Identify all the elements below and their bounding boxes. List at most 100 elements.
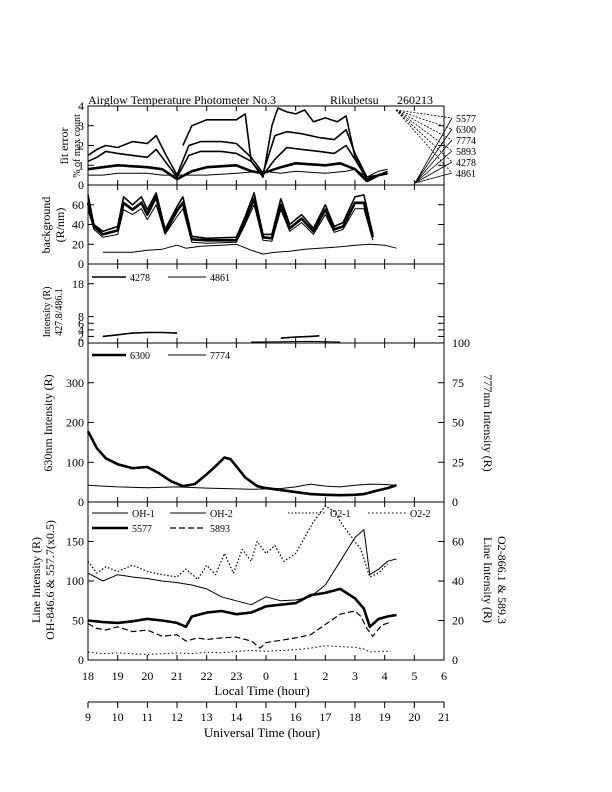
y-tick-label: 4	[78, 99, 84, 113]
series-line-a	[88, 168, 388, 178]
series-line-bg-low	[102, 243, 397, 255]
y-tick-label: 200	[66, 416, 84, 430]
y-tick-label: 0	[78, 336, 84, 350]
legend-label: 5577	[132, 524, 152, 535]
ohna-y2label-1: Line Intensity (R)	[481, 537, 495, 623]
y-tick-label: 100	[66, 455, 84, 469]
ohna-y2label-2: O2-866.1 & 589.3	[495, 536, 509, 624]
title-station: Rikubetsu	[330, 93, 379, 107]
x-ut-tick-label: 19	[379, 710, 391, 724]
fit-label-leader	[395, 109, 453, 130]
series-line-7774	[87, 483, 397, 490]
fit-series-label: 4278	[456, 158, 476, 169]
series-line-6300	[86, 430, 397, 497]
y-tick-label: 2	[78, 329, 84, 343]
y2-tick-label: 100	[452, 336, 470, 350]
series-line-bg-c	[87, 204, 374, 244]
fit-label-leader	[395, 109, 453, 163]
x-ut-tick-label: 16	[290, 710, 302, 724]
fit-label-leader	[395, 109, 453, 174]
fit-label-leader	[414, 172, 453, 184]
x-local-tick-label: 4	[382, 669, 388, 683]
series-line-b	[87, 162, 388, 183]
legend-label: 5893	[210, 524, 230, 535]
fit-series-label: 5577	[456, 114, 476, 125]
panel-oi-frame	[87, 342, 445, 503]
y-tick-label: 0	[78, 495, 84, 509]
y-tick-label: 60	[72, 198, 84, 212]
legend-label: 4278	[130, 273, 150, 284]
series-line-5577	[87, 587, 397, 629]
fit-series-label: 6300	[456, 125, 476, 136]
y-tick-label: 0	[78, 653, 84, 667]
x-ut-tick-label: 21	[438, 710, 450, 724]
y-tick-label: 18	[72, 277, 84, 291]
x-ut-tick-label: 14	[230, 710, 242, 724]
x-local-tick-label: 22	[201, 669, 213, 683]
legend-label: OH-2	[210, 509, 233, 520]
y-tick-label: 1	[78, 158, 84, 172]
y-tick-label: 50	[72, 614, 84, 628]
y-tick-label: 0	[78, 178, 84, 192]
fit-label-leader	[414, 128, 453, 184]
x-local-label: Local Time (hour)	[214, 683, 309, 698]
x-local-tick-label: 6	[441, 669, 447, 683]
fit-series-label: 7774	[456, 136, 476, 147]
y-tick-label: 300	[66, 376, 84, 390]
series-line-oh-1	[87, 529, 397, 606]
fit-label-leader	[414, 117, 453, 184]
y-tick-label: 6	[78, 316, 84, 330]
series-line-o2-1	[87, 645, 391, 655]
x-local-tick-label: 23	[230, 669, 242, 683]
ohna-ylabel-1: Line Intensity (R)	[29, 537, 43, 623]
series-line-5893	[87, 610, 391, 649]
x-ut-label: Universal Time (hour)	[204, 725, 320, 740]
x-local-tick-label: 21	[171, 669, 183, 683]
series-line-c	[87, 144, 388, 180]
legend-label: 4861	[210, 273, 230, 284]
legend-label: 7774	[210, 351, 230, 362]
bg-ylabel-2: (R/nm)	[53, 208, 67, 243]
y-tick-label: 150	[66, 535, 84, 549]
oi-y2label: 777nm Intensity (R)	[481, 374, 495, 471]
series-line-bg-a	[87, 192, 374, 240]
fit-label-leader	[414, 139, 453, 184]
y-tick-label: 2	[78, 139, 84, 153]
x-local-tick-label: 0	[263, 669, 269, 683]
x-ut-tick-label: 12	[171, 710, 183, 724]
legend-label: O2-2	[410, 509, 431, 520]
x-ut-tick-label: 15	[260, 710, 272, 724]
legend-label: O2-1	[330, 509, 351, 520]
y-tick-label: 3	[78, 119, 84, 133]
x-ut-tick-label: 11	[142, 710, 154, 724]
fit-ylabel-1: fit error	[57, 128, 71, 165]
x-local-tick-label: 19	[112, 669, 124, 683]
x-ut-tick-label: 20	[408, 710, 420, 724]
title-left: Airglow Temperature Photometer No.3	[88, 93, 276, 107]
fit-label-leader	[395, 109, 453, 152]
oi-ylabel: 630nm Intensity (R)	[41, 374, 55, 471]
x-ut-tick-label: 17	[319, 710, 331, 724]
blue-ylabel-2: 427.8/486.1	[54, 288, 65, 336]
dynamic-layer: 18 19 20 21 22 23 0 1 2 3 4 5 69 10 11 12 13 14 15 16 17 18 19…	[66, 99, 476, 724]
y-tick-label: 20	[72, 237, 84, 251]
bg-ylabel-1: background	[39, 197, 53, 254]
title-date: 260213	[397, 93, 433, 107]
x-ut-tick-label: 18	[349, 710, 361, 724]
x-ut-tick-label: 13	[201, 710, 213, 724]
series-line-4278	[102, 331, 178, 338]
y2-tick-label: 50	[452, 416, 464, 430]
y2-tick-label: 20	[452, 614, 464, 628]
series-line-4861	[251, 340, 341, 343]
series-line-d	[87, 128, 388, 178]
x-local-tick-label: 2	[322, 669, 328, 683]
x-ut-tick-label: 9	[85, 710, 91, 724]
series-line-4278b	[280, 335, 320, 339]
x-ut-tick-label: 10	[112, 710, 124, 724]
fit-ylabel-2: % of max count	[72, 114, 83, 178]
y-tick-label: 40	[72, 218, 84, 232]
y2-tick-label: 40	[452, 574, 464, 588]
legend-label: OH-1	[132, 509, 155, 520]
y-tick-label: 8	[78, 310, 84, 324]
